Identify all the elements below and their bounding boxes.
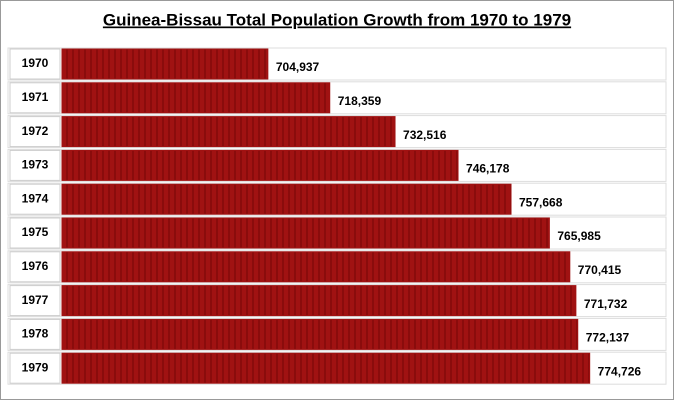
- y-tick-label: 1973: [22, 158, 49, 172]
- category-box: [9, 82, 61, 114]
- y-tick-label: 1974: [22, 191, 49, 205]
- category-box: [9, 285, 61, 317]
- bar: [61, 285, 577, 317]
- category-box: [9, 318, 61, 350]
- y-tick-label: 1979: [22, 360, 49, 374]
- bar: [61, 48, 269, 80]
- value-label: 732,516: [403, 128, 447, 142]
- category-box: [9, 217, 61, 249]
- bar: [61, 251, 571, 283]
- value-label: 718,359: [338, 94, 382, 108]
- bar: [61, 352, 591, 384]
- value-label: 757,668: [519, 195, 563, 209]
- bar: [61, 183, 512, 215]
- category-box: [9, 48, 61, 80]
- bar: [61, 217, 550, 249]
- y-tick-label: 1972: [22, 124, 49, 138]
- value-label: 770,415: [578, 263, 622, 277]
- y-tick-label: 1975: [22, 225, 49, 239]
- category-box: [9, 149, 61, 181]
- category-box: [9, 116, 61, 148]
- bar: [61, 82, 331, 114]
- value-label: 746,178: [466, 162, 510, 176]
- bar: [61, 149, 459, 181]
- value-label: 704,937: [276, 60, 320, 74]
- y-tick-label: 1978: [22, 327, 49, 341]
- category-box: [9, 251, 61, 283]
- value-label: 772,137: [586, 331, 630, 345]
- bar: [61, 116, 396, 148]
- chart-title: Guinea-Bissau Total Population Growth fr…: [103, 10, 571, 29]
- bar: [61, 318, 579, 350]
- y-tick-label: 1971: [22, 90, 49, 104]
- y-tick-label: 1970: [22, 56, 49, 70]
- y-tick-label: 1976: [22, 259, 49, 273]
- value-label: 771,732: [584, 297, 628, 311]
- y-tick-label: 1977: [22, 293, 49, 307]
- category-box: [9, 352, 61, 384]
- value-label: 765,985: [557, 229, 601, 243]
- value-label: 774,726: [598, 364, 642, 378]
- category-box: [9, 183, 61, 215]
- rows: 1970 704,937 1971 718,359 1972 732,516 1973 746…: [7, 47, 667, 385]
